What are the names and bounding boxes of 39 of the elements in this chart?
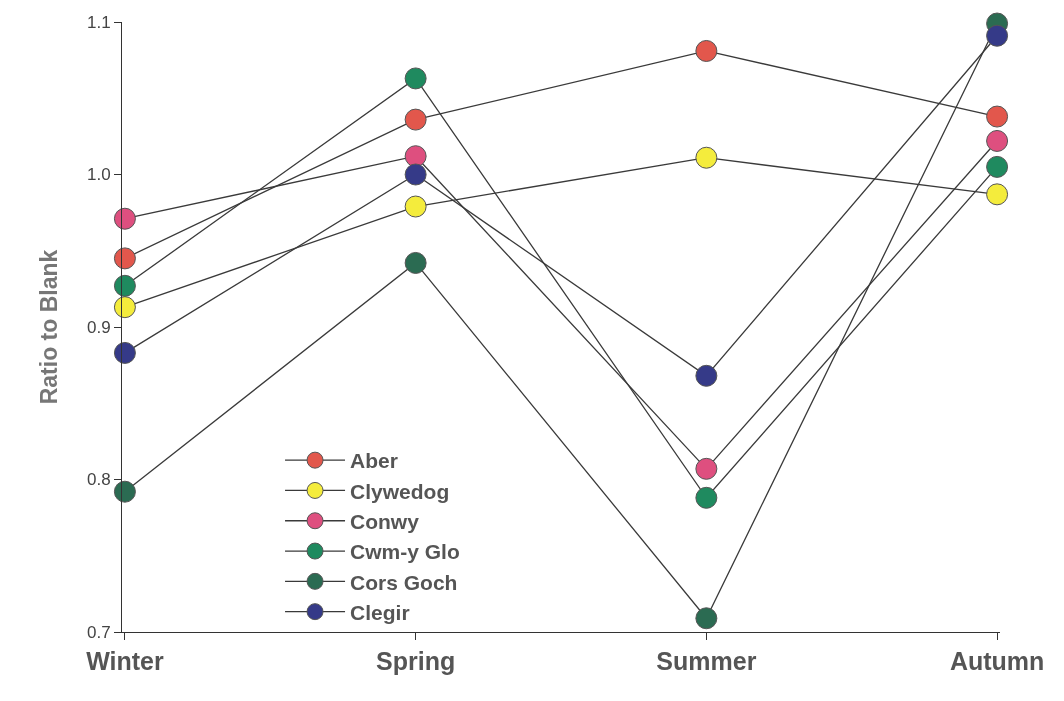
point (113, 341, 136, 364)
x-tick-label: Summer (656, 647, 757, 675)
x-tick-label: Autumn (949, 647, 1045, 675)
x-tick-label: Spring (376, 647, 456, 675)
x-tick-label: Winter (86, 647, 164, 675)
legend-label: Cors Goch (350, 570, 458, 594)
point (986, 105, 1009, 128)
point (986, 129, 1009, 152)
point (113, 247, 136, 270)
legend-label: Conwy (350, 509, 420, 533)
point (695, 607, 718, 630)
point (986, 24, 1009, 47)
point (113, 296, 136, 319)
point (986, 183, 1009, 206)
point (113, 274, 136, 297)
point (695, 39, 718, 62)
legend-label: Clywedog (350, 479, 450, 503)
point (695, 457, 718, 480)
point (695, 486, 718, 509)
legend-label: Aber (350, 449, 398, 473)
point (404, 195, 427, 218)
point (986, 155, 1009, 178)
point (404, 108, 427, 131)
y-tick-label: 1.0 (86, 165, 111, 185)
y-tick-label: 1.1 (86, 12, 111, 32)
point (404, 163, 427, 186)
y-tick-label: 0.9 (86, 317, 111, 337)
point (404, 145, 427, 168)
point (695, 364, 718, 387)
legend-label: Cwm-y Glo (350, 540, 460, 564)
point (404, 251, 427, 274)
point (695, 146, 718, 169)
y-axis-title: Ratio to Blank (36, 249, 63, 405)
y-tick-label: 0.7 (86, 622, 111, 642)
point (113, 207, 136, 230)
y-tick-label: 0.8 (86, 470, 111, 490)
point (404, 67, 427, 90)
point (113, 480, 136, 503)
legend-label: Clegir (350, 600, 410, 624)
